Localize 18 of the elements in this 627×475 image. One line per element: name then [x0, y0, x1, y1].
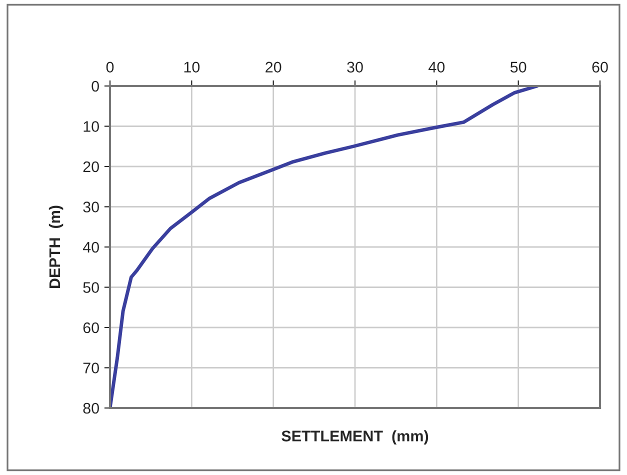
y-tick-label: 20 [83, 161, 99, 172]
x-tick-label: 40 [428, 62, 445, 73]
x-tick-label: 30 [347, 62, 363, 73]
x-tick-label: 10 [184, 62, 200, 73]
y-tick-label: 70 [83, 362, 99, 374]
x-tick-label: 50 [510, 62, 526, 73]
x-axis-title: SETTLEMENT (mm) [282, 430, 428, 444]
y-axis-title: DEPTH (m) [48, 206, 64, 288]
y-tick-label: 0 [92, 80, 99, 92]
y-tick-label: 40 [82, 242, 99, 253]
x-tick-label: 60 [592, 62, 608, 73]
y-tick-label: 80 [83, 402, 99, 414]
x-tick-label: 0 [106, 62, 114, 73]
y-tick-label: 10 [84, 121, 99, 132]
x-tick-label: 20 [266, 62, 282, 73]
y-tick-label: 50 [83, 282, 99, 293]
y-tick-label: 30 [83, 202, 99, 212]
y-tick-label: 60 [83, 322, 99, 334]
